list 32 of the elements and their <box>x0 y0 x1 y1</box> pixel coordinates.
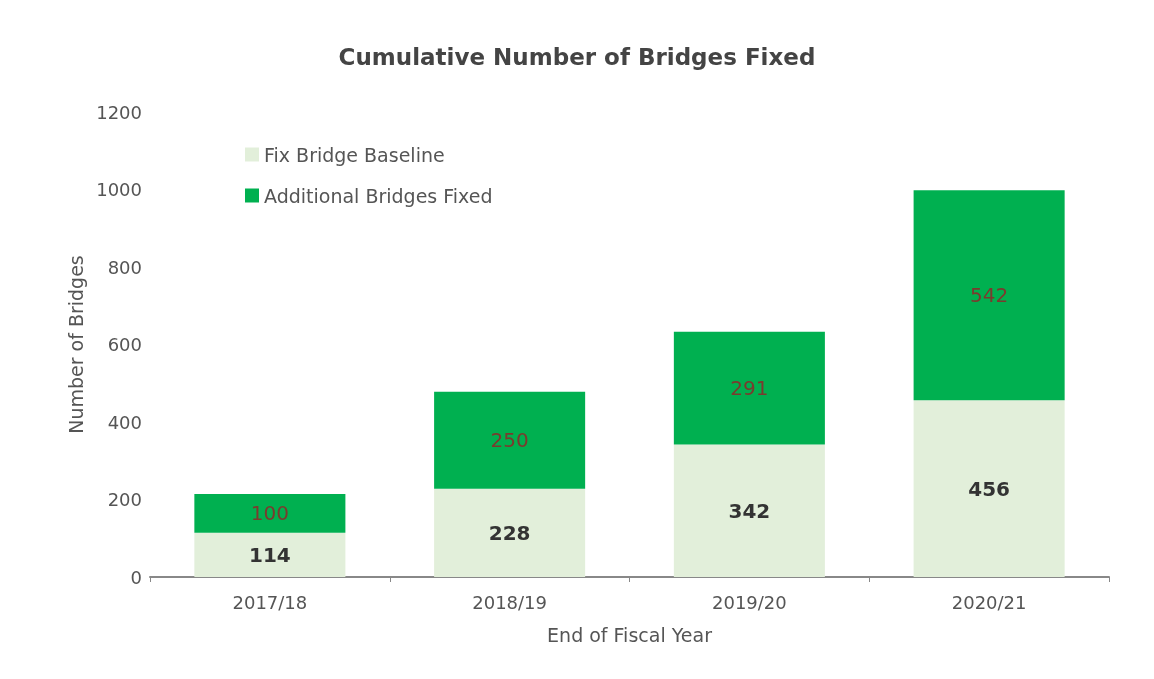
data-label: 542 <box>970 283 1009 308</box>
y-tick-label: 0 <box>130 566 142 588</box>
x-tick-label: 2018/19 <box>472 591 548 613</box>
data-label: 342 <box>728 498 771 523</box>
y-tick-label: 200 <box>107 489 142 510</box>
y-tick-label: 400 <box>107 411 142 433</box>
y-tick-label: 800 <box>107 256 142 278</box>
chart-title: Cumulative Number of Bridges Fixed <box>338 43 816 70</box>
y-tick-label: 1200 <box>96 101 142 123</box>
x-axis-title: End of Fiscal Year <box>547 623 713 646</box>
bar <box>194 494 346 533</box>
bar <box>194 532 346 577</box>
x-tick-label: 2019/20 <box>711 591 787 613</box>
data-label: 100 <box>250 501 289 526</box>
data-label: 228 <box>488 520 531 545</box>
bar <box>434 488 586 577</box>
data-label: 250 <box>490 428 529 453</box>
bar <box>673 444 825 577</box>
y-tick-label: 1000 <box>96 179 142 200</box>
y-axis-title: Number of Bridges <box>64 255 87 434</box>
data-label: 456 <box>968 476 1010 501</box>
bar <box>434 391 586 489</box>
y-tick-label: 600 <box>107 334 142 355</box>
legend-label: Additional Bridges Fixed <box>264 184 493 207</box>
bar <box>913 400 1065 577</box>
bar <box>913 190 1065 401</box>
x-tick-label: 2020/21 <box>951 591 1027 613</box>
bar <box>673 331 825 445</box>
data-label: 114 <box>249 542 291 567</box>
x-tick-label: 2017/18 <box>232 591 308 613</box>
legend-label: Fix Bridge Baseline <box>264 143 445 166</box>
data-label: 291 <box>730 376 769 401</box>
